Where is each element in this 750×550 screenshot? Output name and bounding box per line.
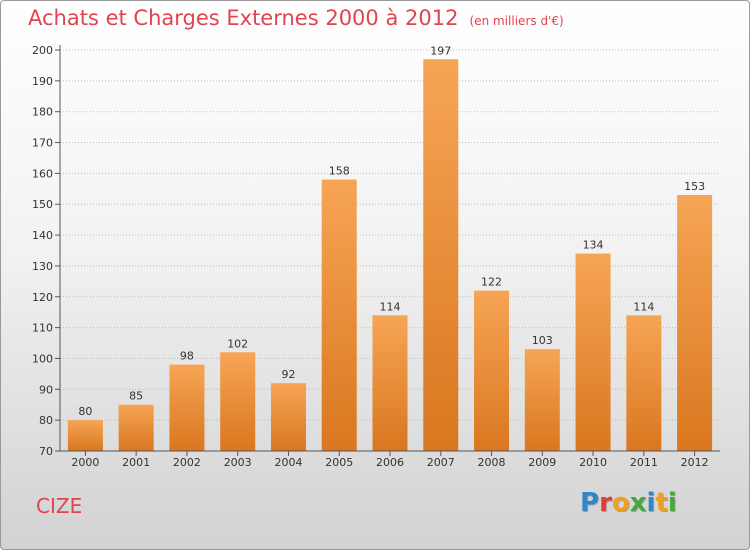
y-tick-label: 150 xyxy=(32,198,53,211)
y-tick-label: 110 xyxy=(32,322,53,335)
logo-letter: x xyxy=(629,488,647,518)
bar xyxy=(270,383,306,451)
bar xyxy=(67,420,103,451)
bar xyxy=(118,404,154,451)
y-tick-label: 90 xyxy=(39,383,53,396)
x-tick-label: 2009 xyxy=(528,456,556,469)
logo-letter: i xyxy=(667,488,677,518)
bar xyxy=(677,194,713,451)
data-label: 197 xyxy=(430,44,451,57)
axes: 7080901001101201301401501601701801902002… xyxy=(32,44,720,469)
chart-title: Achats et Charges Externes 2000 à 2012 xyxy=(28,6,459,30)
logo-letter: i xyxy=(646,488,656,518)
data-label: 92 xyxy=(281,368,295,381)
bar xyxy=(169,364,205,451)
x-tick-label: 2001 xyxy=(122,456,150,469)
logo-letter: t xyxy=(655,488,668,518)
x-tick-label: 2003 xyxy=(224,456,252,469)
bar xyxy=(372,315,408,451)
data-label: 80 xyxy=(78,405,92,418)
x-tick-label: 2011 xyxy=(630,456,658,469)
y-tick-label: 160 xyxy=(32,167,53,180)
bar xyxy=(575,253,611,451)
logo-letter: r xyxy=(599,488,612,518)
chart-title-block: Achats et Charges Externes 2000 à 2012 (… xyxy=(28,6,564,30)
bar xyxy=(423,59,459,451)
x-tick-label: 2010 xyxy=(579,456,607,469)
y-tick-label: 130 xyxy=(32,260,53,273)
data-label: 134 xyxy=(583,239,604,252)
logo-letter: o xyxy=(611,488,630,518)
x-tick-label: 2007 xyxy=(427,456,455,469)
data-label: 103 xyxy=(532,334,553,347)
y-tick-label: 140 xyxy=(32,229,53,242)
y-tick-label: 190 xyxy=(32,75,53,88)
data-label: 153 xyxy=(684,180,705,193)
bar xyxy=(626,315,662,451)
y-tick-label: 170 xyxy=(32,137,53,150)
data-label: 114 xyxy=(633,300,654,313)
y-tick-label: 70 xyxy=(39,445,53,458)
bar xyxy=(524,349,560,451)
data-label: 98 xyxy=(180,350,194,363)
x-tick-label: 2008 xyxy=(478,456,506,469)
x-tick-label: 2005 xyxy=(325,456,353,469)
bar xyxy=(220,352,256,451)
x-tick-label: 2006 xyxy=(376,456,404,469)
unit-note: (en milliers d'€) xyxy=(469,14,564,28)
y-tick-label: 200 xyxy=(32,44,53,57)
x-tick-label: 2012 xyxy=(681,456,709,469)
data-label: 102 xyxy=(227,337,248,350)
bar xyxy=(474,290,510,451)
bars: 80 85 98 102 92 158 114 197 122 103 134 114 153 xyxy=(67,44,713,452)
x-tick-label: 2002 xyxy=(173,456,201,469)
proxiti-logo: Proxiti xyxy=(580,488,677,518)
x-tick-label: 2000 xyxy=(71,456,99,469)
y-tick-label: 120 xyxy=(32,291,53,304)
data-label: 158 xyxy=(329,165,350,178)
data-label: 114 xyxy=(380,300,401,313)
commune-name: CIZE xyxy=(36,494,83,518)
y-tick-label: 180 xyxy=(32,106,53,119)
y-tick-label: 100 xyxy=(32,352,53,365)
data-label: 85 xyxy=(129,390,143,403)
x-tick-label: 2004 xyxy=(274,456,302,469)
bar xyxy=(321,179,357,452)
y-tick-label: 80 xyxy=(39,414,53,427)
data-label: 122 xyxy=(481,276,502,289)
logo-letter: P xyxy=(580,488,600,518)
